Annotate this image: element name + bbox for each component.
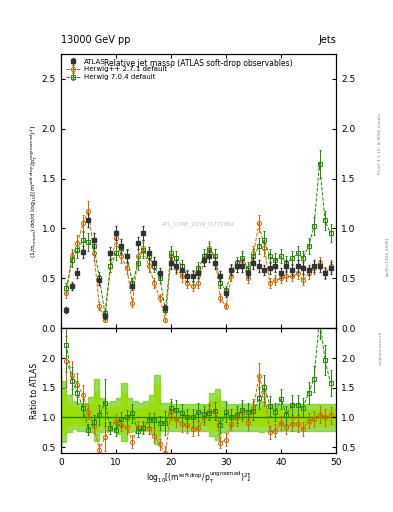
X-axis label: log$_{10}$[(m$^{\rm soft\,drop}$/p$_{\rm T}^{\rm ungroomed})^2$]: log$_{10}$[(m$^{\rm soft\,drop}$/p$_{\rm… — [146, 470, 251, 486]
Legend: ATLAS, Herwig++ 2.7.1 default, Herwig 7.0.4 default: ATLAS, Herwig++ 2.7.1 default, Herwig 7.… — [64, 57, 169, 81]
Text: Rivet 3.1.10; ≥ 400k events: Rivet 3.1.10; ≥ 400k events — [378, 113, 382, 174]
Text: 13000 GeV pp: 13000 GeV pp — [61, 34, 130, 45]
Text: [arXiv:1306.3436]: [arXiv:1306.3436] — [385, 237, 389, 275]
Text: ATL_CONF_2019_I1772062: ATL_CONF_2019_I1772062 — [162, 221, 235, 227]
Y-axis label: Ratio to ATLAS: Ratio to ATLAS — [30, 362, 39, 419]
Text: Relative jet massρ (ATLAS soft-drop observables): Relative jet massρ (ATLAS soft-drop obse… — [104, 59, 293, 68]
Y-axis label: (1/σ$_{\rm resum}$) dσ/d log$_{10}$[(m$^{\rm soft\,drop}$/p$_{\rm T}^{\rm ungroo: (1/σ$_{\rm resum}$) dσ/d log$_{10}$[(m$^… — [29, 124, 40, 258]
Text: mcplots.cern.ch: mcplots.cern.ch — [378, 331, 382, 366]
Text: Jets: Jets — [318, 34, 336, 45]
